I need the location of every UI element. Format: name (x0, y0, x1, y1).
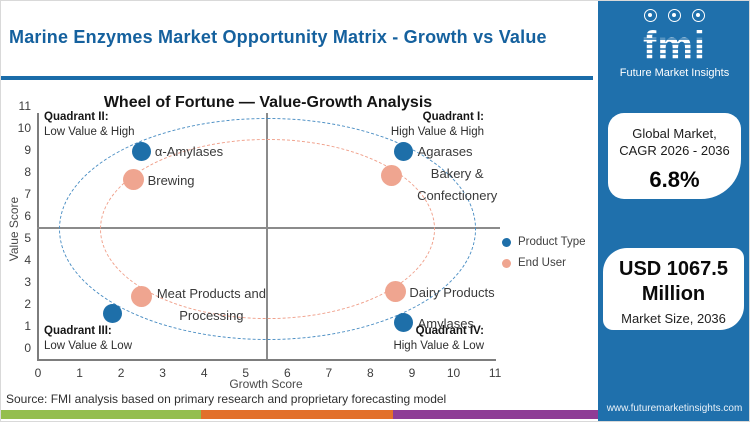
point-label: Dairy Products (409, 282, 494, 304)
x-tick-label: 10 (446, 366, 461, 380)
x-axis-line (37, 359, 496, 361)
logo-icons (598, 9, 749, 24)
legend-dot (502, 237, 511, 247)
y-tick-label: 10 (17, 121, 31, 135)
y-tick-label: 8 (24, 165, 31, 179)
quadrant-4-desc: High Value & Low (393, 340, 484, 352)
x-tick-label: 0 (34, 366, 42, 380)
x-tick-label: 3 (159, 366, 166, 380)
strip-green-segment (1, 410, 201, 419)
cagr-card-line1: Global Market, (632, 126, 717, 141)
market-size-value-line1: USD 1067.5 (619, 258, 728, 280)
scatter-point (394, 141, 414, 161)
strip-orange-segment (201, 410, 393, 419)
point-label: α-Amylases (155, 141, 223, 163)
point-label-line: Meat Products and (156, 286, 266, 302)
y-tick-label: 1 (24, 319, 31, 333)
y-tick-label: 6 (24, 209, 31, 223)
market-size-card: USD 1067.5 Million Market Size, 2036 (603, 248, 744, 330)
y-tick-label: 5 (24, 231, 31, 245)
legend-row: Product Type (502, 236, 586, 248)
y-tick-label: 7 (24, 187, 31, 201)
scatter-point (394, 313, 414, 333)
point-label: Bakery & Confectionery (401, 163, 513, 207)
y-tick-label: 9 (24, 143, 31, 157)
scatter-point (132, 141, 152, 161)
quadrant-1-name: Quadrant I: (422, 111, 484, 123)
y-tick-label: 4 (24, 253, 31, 267)
point-label-line: Bakery & (430, 166, 484, 182)
right-panel: fmi Future Market Insights Global Market… (598, 1, 749, 421)
point-label: Agarases (418, 141, 473, 163)
point-label-line: Processing (179, 308, 244, 324)
point-label-line: Agarases (417, 144, 473, 159)
y-tick-label: 2 (24, 297, 31, 311)
x-tick-label: 11 (488, 366, 502, 380)
quadrant-1-label: Quadrant I: High Value & High (391, 110, 484, 140)
quadrant-2-label: Quadrant II: Low Value & High (44, 110, 135, 140)
legend-label: End User (518, 257, 566, 269)
quadrant-4-label: Quadrant IV: High Value & Low (393, 324, 484, 354)
scatter-point (384, 281, 406, 303)
point-label: Meat Products and Processing (154, 283, 269, 327)
quadrant-1-desc: High Value & High (390, 126, 484, 138)
y-tick-label: 0 (24, 341, 31, 355)
point-label-line: α-Amylases (154, 144, 224, 159)
source-note: Source: FMI analysis based on primary re… (6, 392, 447, 406)
compass-icon (668, 9, 681, 22)
point-label-line: Confectionery (417, 188, 498, 204)
fmi-logo-tagline: Future Market Insights (619, 67, 730, 79)
point-label: Brewing (148, 170, 195, 192)
x-axis-title: Growth Score (229, 377, 303, 391)
scatter-point (380, 164, 402, 186)
legend-row: End User (502, 257, 586, 269)
end-user-orbit (100, 138, 435, 320)
scatter-point (131, 285, 153, 307)
quadrant-3-desc: Low Value & Low (44, 340, 133, 352)
x-tick-label: 9 (408, 366, 416, 380)
legend-label: Product Type (518, 236, 586, 248)
x-tick-label: 1 (76, 366, 83, 380)
y-axis-line (37, 113, 39, 361)
product-type-orbit (58, 118, 477, 340)
strip-purple-segment (393, 410, 598, 419)
header-divider (1, 76, 593, 80)
x-tick-label: 5 (242, 366, 250, 380)
globe-icon (692, 9, 705, 22)
point-label-line: Dairy Products (409, 284, 495, 300)
y-tick-label: 11 (18, 99, 31, 113)
x-tick-label: 7 (325, 366, 333, 380)
point-label-line: Amylases (417, 315, 474, 331)
market-size-value-line2: Million (641, 283, 706, 305)
legend-dot (502, 258, 511, 268)
cagr-value: 6.8% (649, 167, 700, 192)
quadrant-4-name: Quadrant IV: (415, 325, 484, 337)
cagr-card: Global Market, CAGR 2026 - 2036 6.8% (608, 113, 741, 199)
chart-title: Wheel of Fortune — Value-Growth Analysis (103, 94, 433, 111)
x-tick-label: 4 (200, 366, 208, 380)
quadrant-2-desc: Low Value & High (44, 126, 135, 138)
website-link[interactable]: www.futuremarketinsights.com (606, 403, 743, 414)
x-tick-label: 6 (283, 366, 291, 380)
y-tick-label: 3 (24, 275, 31, 289)
cagr-card-line2: CAGR 2026 - 2036 (619, 143, 730, 158)
page-title: Marine Enzymes Market Opportunity Matrix… (9, 27, 547, 47)
point-label: Amylases (418, 313, 474, 335)
map-icon (644, 9, 657, 22)
scatter-point (103, 304, 123, 324)
quadrant-2-name: Quadrant II: (44, 111, 109, 123)
scatter-point (123, 169, 145, 191)
point-label-line: Brewing (147, 172, 195, 188)
market-size-caption: Market Size, 2036 (621, 311, 726, 326)
x-tick-label: 2 (117, 366, 125, 380)
fmi-logo-text: fmi (598, 25, 749, 67)
quadrant-3-name: Quadrant III: (44, 325, 112, 337)
brand-color-strip (1, 410, 598, 419)
quadrant-3-label: Quadrant III: Low Value & Low (44, 324, 132, 354)
fmi-logo: fmi Future Market Insights (598, 9, 749, 79)
chart-legend: Product Type End User (502, 236, 586, 278)
x-tick-label: 8 (367, 366, 374, 380)
